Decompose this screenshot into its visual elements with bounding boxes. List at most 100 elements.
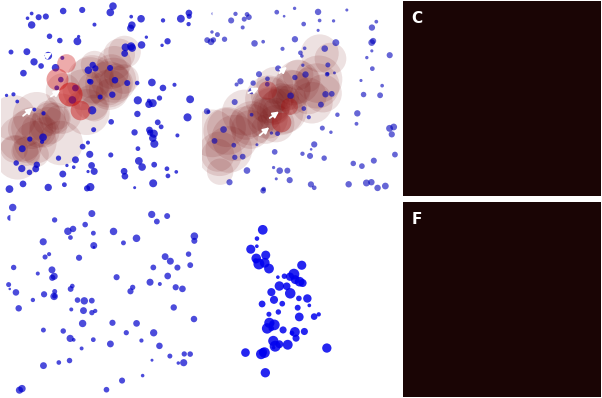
Point [371,18,381,25]
Point [298,62,308,68]
Point [147,79,157,86]
Point [39,327,48,333]
Point [5,215,15,221]
Point [190,238,199,244]
Point [184,251,193,258]
Point [262,325,272,332]
Point [271,121,281,127]
Point [295,279,305,285]
Point [69,164,79,170]
Point [31,166,40,172]
Point [148,100,158,106]
Point [319,155,329,161]
Point [155,95,164,101]
Point [207,29,217,35]
Point [108,92,117,98]
Point [202,37,212,43]
Point [122,330,131,336]
Point [50,288,60,295]
Point [185,262,195,268]
Point [179,359,188,366]
Point [147,357,157,363]
Point [90,21,99,28]
Point [70,156,80,163]
Point [261,252,270,258]
Point [6,49,16,55]
Point [300,45,309,51]
Point [160,254,170,260]
Point [273,65,283,72]
Text: D: D [9,212,22,227]
Point [252,142,262,148]
Point [9,146,19,152]
Point [83,168,93,175]
Point [33,270,43,277]
Point [89,127,99,133]
Point [326,129,336,135]
Point [357,163,367,169]
Point [251,258,261,264]
Point [305,302,314,308]
Point [87,100,96,106]
Point [16,135,26,142]
Point [128,284,137,291]
Point [273,131,282,137]
Point [213,152,223,158]
Point [294,295,303,302]
Point [90,105,99,111]
Point [50,217,60,223]
Point [262,87,272,94]
Point [29,106,39,113]
Point [87,107,97,113]
Point [285,290,295,297]
Point [163,173,173,179]
Point [67,97,77,103]
Point [148,180,158,187]
Point [300,71,310,78]
Point [254,261,264,267]
Point [290,36,300,43]
Point [242,167,252,174]
Point [315,50,324,57]
Point [22,49,32,55]
Point [144,127,154,133]
Point [144,101,154,107]
Point [303,93,313,99]
Point [299,21,308,27]
Point [178,286,187,292]
Point [32,162,42,168]
Point [147,211,157,218]
Point [298,280,308,286]
Point [240,109,250,116]
Point [320,45,329,52]
Point [52,114,62,121]
Point [291,335,301,341]
Point [90,308,100,314]
Point [117,377,127,384]
Point [9,264,19,271]
Point [134,158,144,164]
Point [387,131,397,138]
Point [43,123,53,129]
Point [246,246,256,252]
Point [377,82,387,89]
Point [29,59,39,65]
Point [21,125,31,132]
Point [58,171,67,177]
Point [132,235,141,242]
Point [169,304,179,311]
Point [39,110,48,117]
Point [8,115,18,121]
Point [270,343,280,349]
Point [67,283,77,289]
Point [90,65,100,72]
Point [43,53,53,59]
Point [272,176,281,182]
Point [77,345,87,351]
Point [316,101,326,108]
Point [315,18,324,24]
Point [39,134,48,140]
Point [342,7,352,13]
Point [258,39,268,45]
Point [60,181,69,188]
